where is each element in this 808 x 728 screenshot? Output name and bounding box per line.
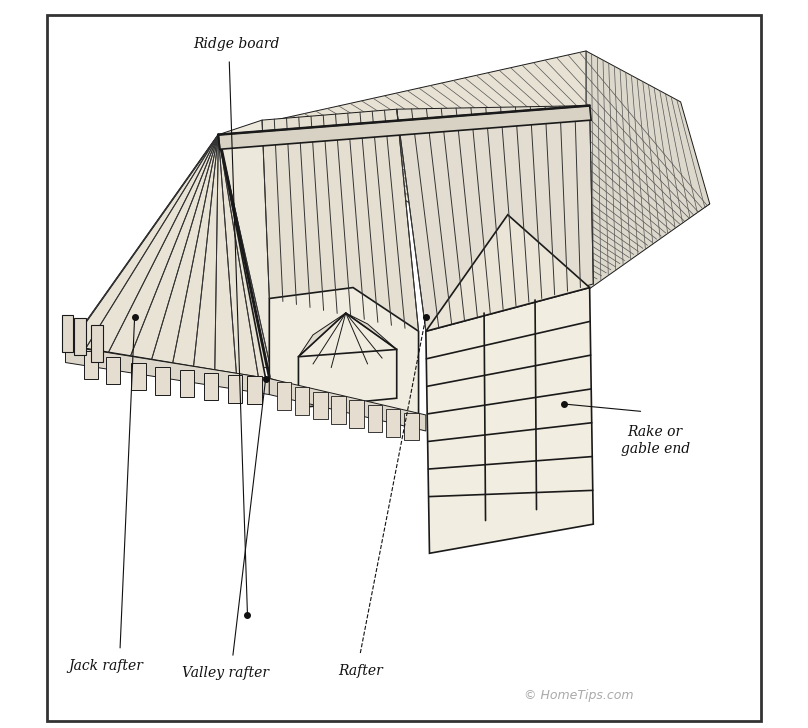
Polygon shape	[298, 349, 397, 408]
Text: Rake or
gable end: Rake or gable end	[621, 425, 690, 456]
Polygon shape	[349, 400, 364, 428]
Polygon shape	[269, 288, 419, 415]
Polygon shape	[218, 106, 591, 149]
Polygon shape	[247, 376, 262, 404]
Polygon shape	[179, 370, 195, 397]
Polygon shape	[204, 373, 218, 400]
Polygon shape	[69, 120, 419, 368]
Polygon shape	[106, 357, 120, 384]
Polygon shape	[298, 313, 346, 357]
Polygon shape	[91, 325, 103, 362]
Text: Ridge board: Ridge board	[193, 36, 280, 51]
Polygon shape	[228, 375, 242, 403]
Text: Valley rafter: Valley rafter	[182, 666, 269, 681]
Polygon shape	[346, 313, 397, 349]
Polygon shape	[295, 387, 309, 415]
Polygon shape	[74, 318, 86, 355]
Text: Rafter: Rafter	[338, 664, 383, 678]
Polygon shape	[262, 109, 419, 331]
Polygon shape	[586, 51, 709, 291]
Text: © HomeTips.com: © HomeTips.com	[524, 689, 633, 702]
Polygon shape	[84, 351, 99, 379]
Text: Jack rafter: Jack rafter	[68, 659, 143, 673]
Polygon shape	[313, 392, 327, 419]
Polygon shape	[385, 409, 400, 437]
Polygon shape	[65, 346, 269, 395]
Polygon shape	[69, 135, 266, 379]
Polygon shape	[259, 51, 709, 291]
Polygon shape	[368, 405, 382, 432]
Polygon shape	[404, 413, 419, 440]
Polygon shape	[276, 382, 291, 410]
Polygon shape	[331, 396, 346, 424]
Polygon shape	[426, 215, 590, 331]
Polygon shape	[426, 288, 593, 553]
Polygon shape	[397, 106, 593, 331]
Polygon shape	[269, 379, 426, 431]
Polygon shape	[131, 363, 145, 390]
Polygon shape	[155, 367, 170, 395]
Polygon shape	[62, 315, 74, 352]
